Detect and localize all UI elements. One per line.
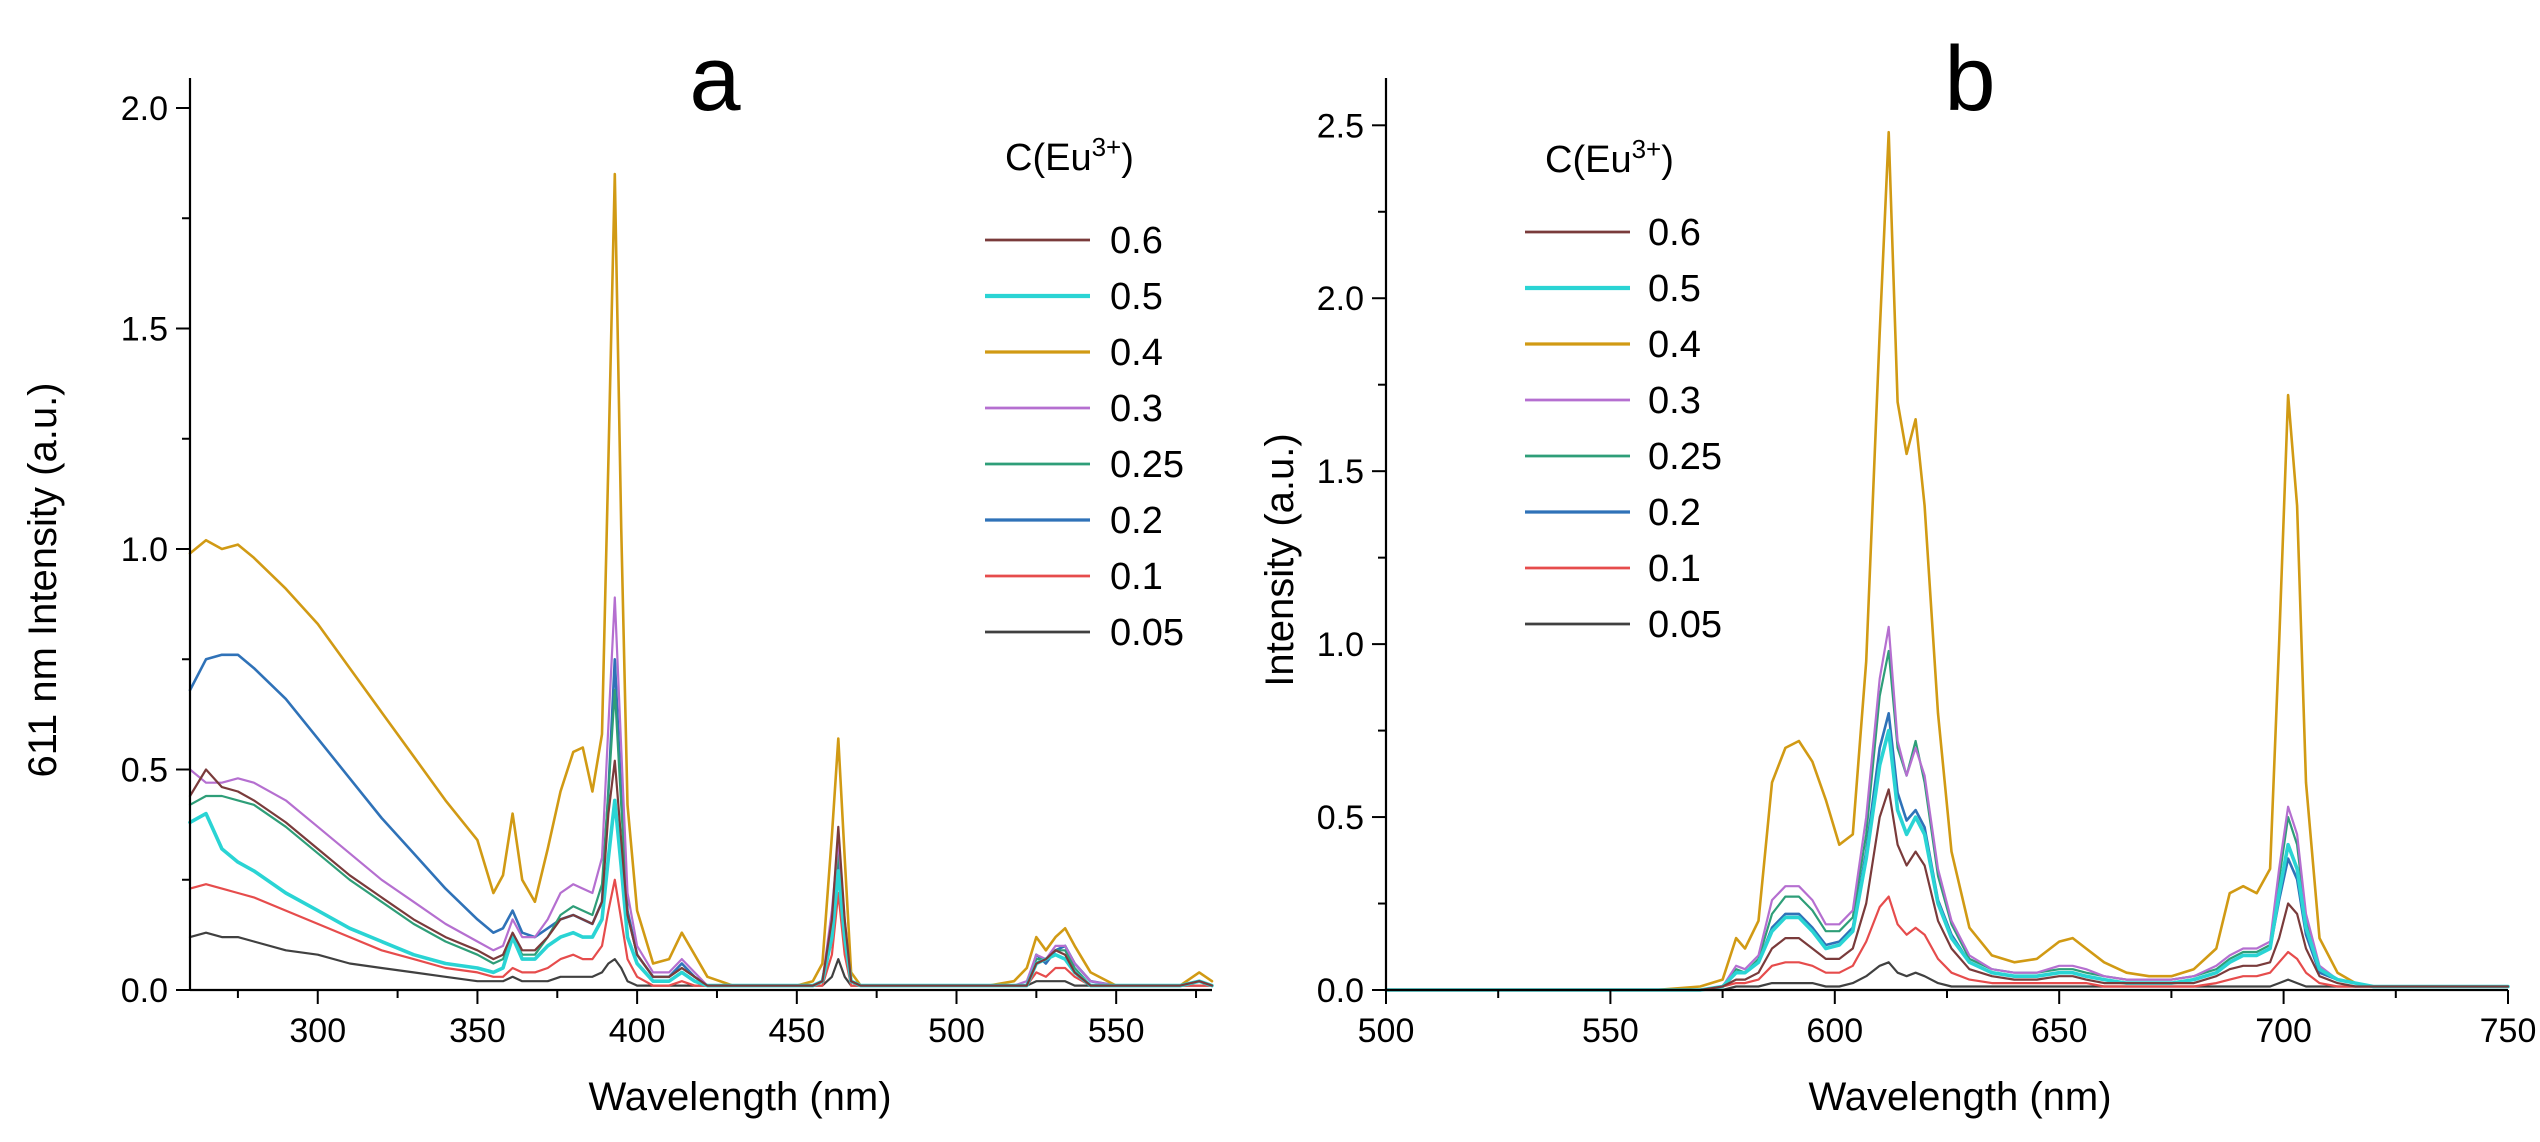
panel-a-legend-label: 0.5 bbox=[1110, 276, 1163, 318]
panel-b-legend-label: 0.1 bbox=[1648, 548, 1701, 590]
panel-b-legend-label: 0.5 bbox=[1648, 268, 1701, 310]
panel-a-axes: 300 350 400 450 500 550 0.0 0.5 1.0 1.5 2.0 bbox=[121, 78, 1212, 1050]
panel-b-x-axis-title: Wavelength (nm) bbox=[1808, 1075, 2111, 1119]
panel-b-series-line-0-5 bbox=[1384, 728, 2510, 992]
panel-a-y-tick-label: 1.5 bbox=[121, 311, 168, 349]
panel-a-x-tick-label: 500 bbox=[928, 1012, 985, 1050]
panel-a-legend-label: 0.2 bbox=[1110, 500, 1163, 542]
panel-b-legend-title-sup: 3+ bbox=[1632, 134, 1662, 164]
panel-a-y-tick-label: 0.0 bbox=[121, 972, 168, 1010]
panel-a-x-tick-label: 350 bbox=[449, 1012, 506, 1050]
panel-b-x-tick-label: 550 bbox=[1582, 1012, 1639, 1050]
panel-a-y-tick-label: 2.0 bbox=[121, 90, 168, 128]
panel-a-legend-label: 0.1 bbox=[1110, 556, 1163, 598]
panel-a-x-tick-label: 400 bbox=[609, 1012, 666, 1050]
panel-b-title: b bbox=[1944, 28, 1995, 130]
panel-b-legend: C(Eu3+) 0.6 0.5 0.4 0.3 0.25 0.2 0.1 0.05 bbox=[1525, 134, 1722, 646]
panel-b-series-line-0-3 bbox=[1384, 625, 2510, 992]
panel-a-series-group bbox=[188, 172, 1214, 988]
panel-a-legend-label: 0.6 bbox=[1110, 220, 1163, 262]
panel-b-series-line-0-2 bbox=[1384, 711, 2510, 992]
panel-a-series-line-0-6 bbox=[188, 759, 1214, 987]
panel-b-legend-label: 0.4 bbox=[1648, 324, 1701, 366]
panel-b-legend-label: 0.25 bbox=[1648, 436, 1722, 478]
panel-b-y-axis-title: Intensity (a.u.) bbox=[1258, 433, 1302, 686]
panel-b-series-line-0-6 bbox=[1384, 788, 2510, 992]
panel-a-series-line-0-25 bbox=[188, 688, 1214, 987]
panel-a-series-line-0-3 bbox=[188, 596, 1214, 987]
panel-b-axes: 500 550 600 650 700 750 0.0 0.5 1.0 1.5 2.0 2.5 bbox=[1317, 78, 2537, 1050]
panel-a-legend-title-end: ) bbox=[1121, 137, 1134, 179]
panel-b-y-tick-label: 2.5 bbox=[1317, 107, 1364, 145]
panel-a-series-line-0-2 bbox=[188, 653, 1214, 987]
panel-a-series-line-0-5 bbox=[188, 798, 1214, 988]
panel-a-legend-label: 0.05 bbox=[1110, 612, 1184, 654]
panel-a-legend-title-main: C(Eu bbox=[1005, 137, 1092, 179]
panel-a-y-tick-label: 1.0 bbox=[121, 531, 168, 569]
panel-a-title: a bbox=[689, 28, 741, 130]
panel-a-legend-title: C(Eu3+) bbox=[1005, 132, 1134, 179]
panel-b-legend-label: 0.2 bbox=[1648, 492, 1701, 534]
panel-a-legend-title-sup: 3+ bbox=[1092, 132, 1122, 162]
panel-b: b 500 550 600 650 700 750 0.0 0.5 1.0 1.5 2.0 2.5 W… bbox=[1258, 28, 2536, 1119]
panel-b-legend-label: 0.05 bbox=[1648, 604, 1722, 646]
panel-b-legend-label: 0.6 bbox=[1648, 212, 1701, 254]
panel-b-y-tick-label: 2.0 bbox=[1317, 280, 1364, 318]
panel-b-legend-label: 0.3 bbox=[1648, 380, 1701, 422]
panel-a-legend-label: 0.4 bbox=[1110, 332, 1163, 374]
panel-b-y-tick-label: 1.5 bbox=[1317, 453, 1364, 491]
panel-a-series-line-0-4 bbox=[188, 172, 1214, 987]
panel-a-y-tick-label: 0.5 bbox=[121, 752, 168, 790]
panel-b-series-line-0-1 bbox=[1384, 895, 2510, 992]
panel-a-legend-label: 0.3 bbox=[1110, 388, 1163, 430]
panel-b-y-tick-label: 0.0 bbox=[1317, 972, 1364, 1010]
panel-b-series-line-0-4 bbox=[1384, 130, 2510, 992]
panel-a-legend: C(Eu3+) 0.6 0.5 0.4 0.3 0.25 0.2 0.1 0.05 bbox=[985, 132, 1184, 654]
panel-b-x-tick-label: 600 bbox=[1806, 1012, 1863, 1050]
panel-b-series-line-0-05 bbox=[1384, 961, 2510, 992]
panel-b-legend-title-main: C(Eu bbox=[1545, 139, 1632, 181]
panel-a-x-tick-label: 550 bbox=[1088, 1012, 1145, 1050]
panel-b-y-tick-label: 0.5 bbox=[1317, 799, 1364, 837]
panel-a-x-tick-label: 300 bbox=[289, 1012, 346, 1050]
panel-b-legend-title: C(Eu3+) bbox=[1545, 134, 1674, 181]
panel-a-legend-label: 0.25 bbox=[1110, 444, 1184, 486]
panel-a-y-axis-title: 611 nm Intensity (a.u.) bbox=[21, 383, 65, 778]
panel-a-x-axis-title: Wavelength (nm) bbox=[588, 1075, 891, 1119]
panel-b-legend-title-end: ) bbox=[1661, 139, 1674, 181]
panel-b-x-tick-label: 750 bbox=[2480, 1012, 2537, 1050]
panel-b-x-tick-label: 700 bbox=[2255, 1012, 2312, 1050]
panel-a-series-line-0-1 bbox=[188, 878, 1214, 987]
panel-a-x-tick-label: 450 bbox=[768, 1012, 825, 1050]
panel-b-y-tick-label: 1.0 bbox=[1317, 626, 1364, 664]
panel-b-x-tick-label: 500 bbox=[1358, 1012, 1415, 1050]
panel-a-series-line-0-05 bbox=[188, 931, 1214, 987]
panel-b-series-group bbox=[1384, 130, 2510, 992]
panel-a: a 300 350 400 450 500 550 0.0 0.5 1.0 1.5 2.0 Wave… bbox=[21, 28, 1214, 1119]
panel-b-x-tick-label: 650 bbox=[2031, 1012, 2088, 1050]
